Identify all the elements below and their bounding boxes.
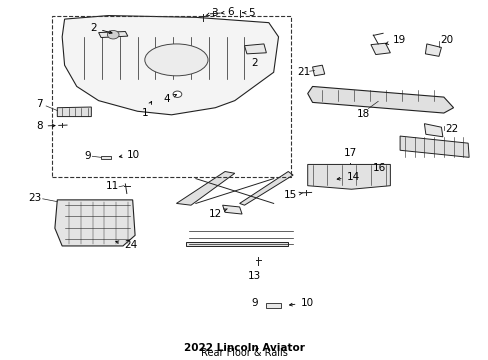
Polygon shape [244, 44, 266, 54]
Text: 9: 9 [250, 298, 257, 309]
Polygon shape [307, 86, 453, 113]
Polygon shape [57, 107, 91, 117]
Polygon shape [186, 242, 287, 246]
Text: 5: 5 [243, 8, 255, 18]
Polygon shape [307, 165, 389, 189]
Text: 13: 13 [247, 271, 260, 281]
Polygon shape [62, 15, 278, 115]
Text: 6: 6 [221, 7, 234, 17]
Text: 12: 12 [208, 209, 227, 219]
Text: 4: 4 [163, 94, 176, 104]
Circle shape [173, 91, 182, 98]
Text: 18: 18 [356, 109, 369, 120]
Text: 19: 19 [385, 35, 405, 45]
Text: 8: 8 [36, 121, 55, 131]
Polygon shape [266, 303, 281, 308]
Text: Rear Floor & Rails: Rear Floor & Rails [201, 348, 287, 358]
Bar [52, 15, 290, 177]
Circle shape [107, 31, 119, 39]
Polygon shape [326, 177, 340, 183]
Text: 7: 7 [36, 99, 42, 109]
Polygon shape [425, 44, 441, 56]
Text: 1: 1 [141, 102, 151, 118]
Ellipse shape [144, 44, 207, 76]
Text: 22: 22 [444, 124, 457, 134]
Text: 16: 16 [372, 163, 386, 173]
Polygon shape [312, 65, 324, 76]
Polygon shape [239, 171, 292, 205]
Text: 24: 24 [116, 240, 137, 250]
Text: 15: 15 [284, 190, 302, 200]
Text: 9: 9 [84, 150, 91, 161]
Polygon shape [399, 136, 468, 157]
Polygon shape [176, 171, 234, 205]
Text: 14: 14 [336, 172, 359, 182]
Text: 10: 10 [119, 149, 140, 159]
Text: 20: 20 [439, 35, 452, 45]
Polygon shape [101, 156, 111, 159]
Polygon shape [55, 200, 135, 246]
Text: 21: 21 [297, 67, 310, 77]
Text: 2: 2 [90, 23, 112, 33]
Text: 10: 10 [289, 298, 313, 308]
Text: 2022 Lincoln Aviator: 2022 Lincoln Aviator [183, 343, 305, 353]
Text: 11: 11 [105, 181, 119, 192]
Polygon shape [370, 176, 386, 186]
Polygon shape [370, 43, 389, 55]
Text: 2: 2 [250, 58, 257, 68]
Polygon shape [222, 205, 242, 214]
Polygon shape [424, 124, 442, 137]
Text: 17: 17 [343, 148, 356, 158]
Text: 3: 3 [205, 8, 218, 18]
Text: 23: 23 [28, 193, 41, 203]
Polygon shape [99, 32, 127, 37]
